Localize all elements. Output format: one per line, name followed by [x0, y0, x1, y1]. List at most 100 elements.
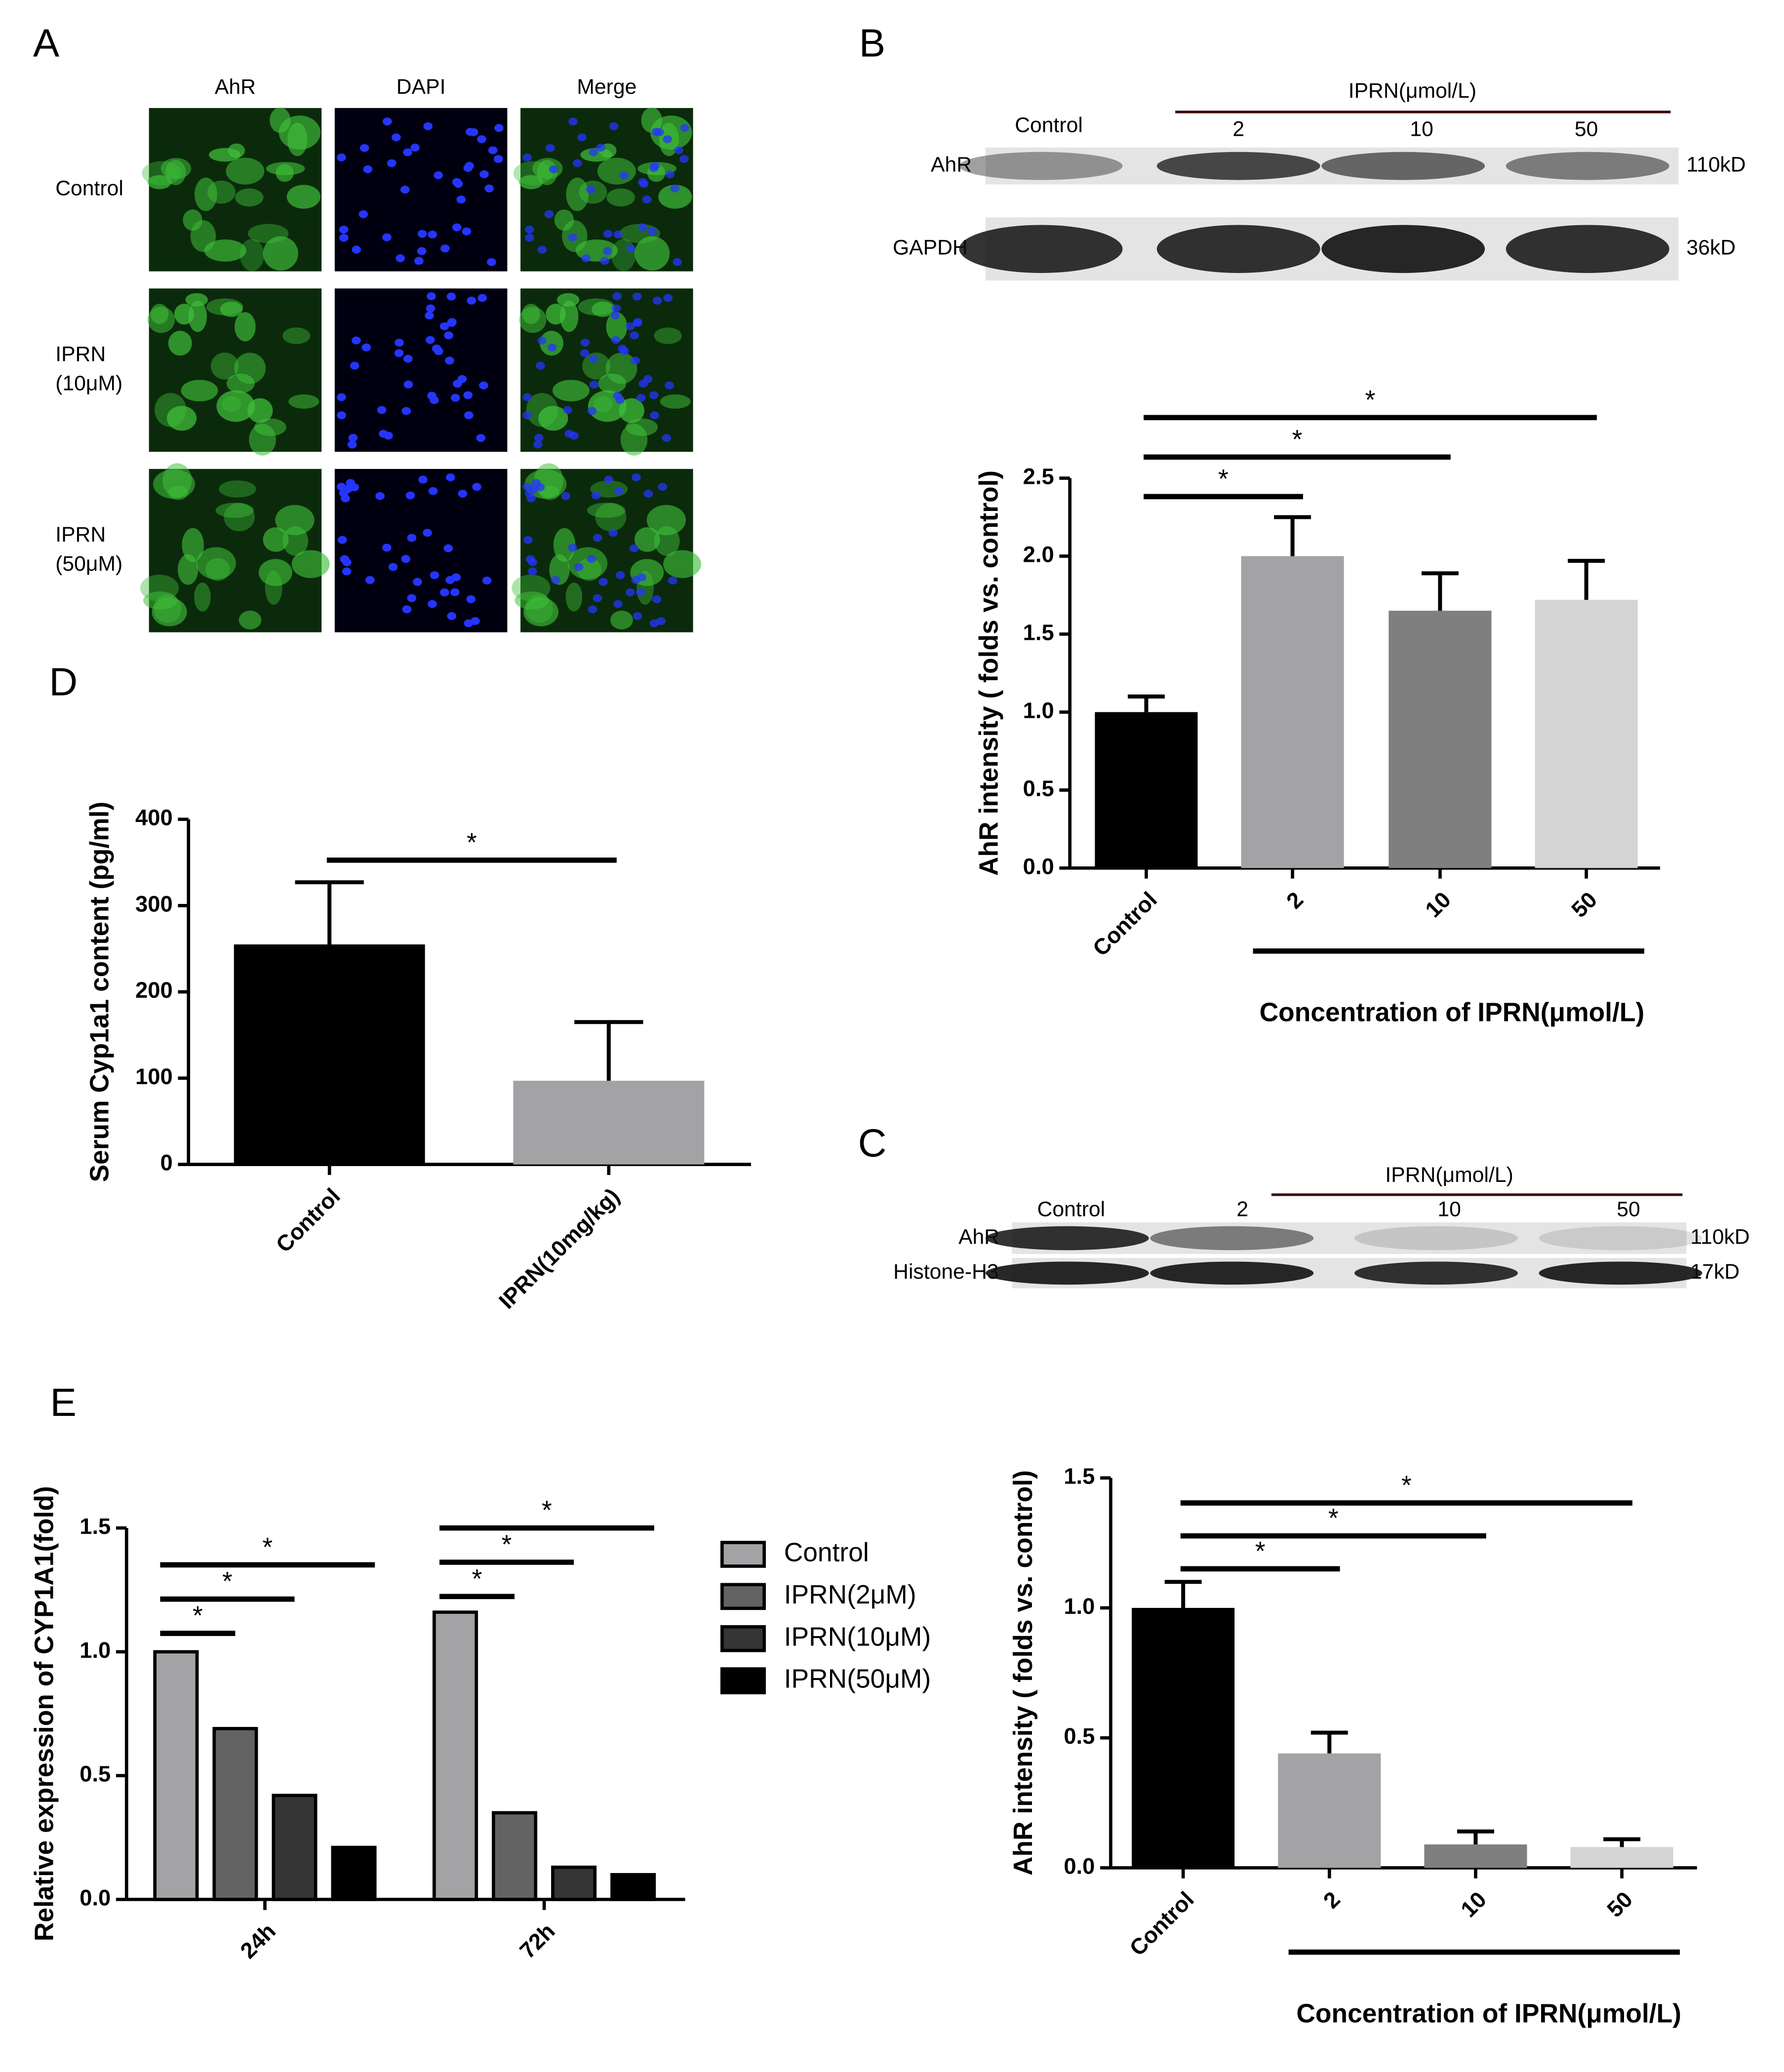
nucleus — [403, 380, 413, 389]
blot-group-label: IPRN(μmol/L) — [1385, 1163, 1513, 1187]
green-cell — [606, 188, 635, 207]
significance-label: * — [1255, 1537, 1266, 1566]
nucleus — [476, 434, 486, 442]
green-cell — [605, 352, 637, 384]
blot-band — [985, 1226, 1149, 1251]
nucleus — [427, 292, 436, 300]
nucleus — [418, 475, 428, 484]
bar — [1388, 611, 1492, 868]
nucleus — [531, 479, 541, 487]
y-tick-label: 0.5 — [79, 1761, 111, 1787]
micrograph — [334, 288, 508, 452]
y-tick-label: 1.5 — [1023, 620, 1054, 645]
nucleus — [443, 544, 453, 552]
nucleus — [549, 165, 558, 173]
x-axis-title: Concentration of IPRN(μmol/L) — [1296, 1999, 1681, 2028]
nucleus — [340, 555, 350, 563]
nucleus — [342, 567, 352, 576]
lane-label: 50 — [1575, 117, 1598, 141]
bar — [1535, 599, 1638, 868]
row-label: IPRN — [55, 343, 106, 366]
green-cell — [188, 301, 207, 332]
blot-group-label: IPRN(μmol/L) — [1348, 79, 1476, 103]
green-cell — [263, 236, 298, 271]
bar — [513, 1081, 705, 1165]
nucleus — [613, 391, 622, 400]
nucleus — [593, 534, 602, 542]
green-cell — [226, 157, 265, 185]
y-tick-label: 1.0 — [79, 1638, 111, 1663]
significance-label: * — [222, 1567, 233, 1596]
green-cell — [153, 469, 196, 499]
bar — [212, 1727, 258, 1901]
nucleus — [587, 555, 596, 563]
nucleus — [339, 234, 349, 242]
nucleus — [348, 433, 358, 442]
nucleus — [462, 227, 472, 235]
nucleus — [670, 184, 680, 193]
legend-label: IPRN(50μM) — [784, 1665, 931, 1694]
nucleus — [358, 210, 368, 218]
green-cell — [181, 380, 218, 402]
green-cell — [228, 143, 245, 158]
nucleus — [525, 234, 534, 242]
green-cell — [194, 177, 217, 211]
nucleus — [600, 257, 609, 265]
nucleus — [452, 223, 462, 232]
nucleus — [591, 491, 601, 500]
y-axis-title: AhR intensity ( folds vs. control) — [1009, 1470, 1038, 1876]
nucleus — [663, 135, 673, 144]
green-cell — [143, 591, 177, 610]
nucleus — [587, 407, 597, 415]
nucleus — [339, 225, 349, 234]
legend-label: IPRN(10μM) — [784, 1622, 931, 1651]
nucleus — [638, 380, 648, 388]
blot-band — [959, 225, 1123, 273]
band-size: 110kD — [1690, 1225, 1749, 1249]
error-bar — [1127, 694, 1165, 712]
green-cell — [194, 583, 211, 612]
legend-swatch — [720, 1667, 766, 1694]
nucleus — [494, 124, 504, 132]
error-bar — [1164, 1580, 1202, 1608]
green-cell — [235, 188, 264, 207]
nucleus — [522, 153, 532, 161]
nucleus — [337, 393, 346, 401]
nucleus — [388, 563, 398, 571]
error-bar — [1274, 515, 1311, 556]
green-cell — [282, 526, 309, 556]
y-tick-label: 2.5 — [1023, 464, 1054, 489]
y-tick-label: 0.0 — [79, 1885, 111, 1910]
green-cell — [587, 503, 626, 518]
micrograph — [512, 463, 702, 632]
legend-swatch — [720, 1625, 766, 1652]
bar — [1095, 712, 1198, 868]
nucleus — [523, 536, 533, 544]
nucleus — [665, 381, 674, 390]
nucleus — [363, 165, 373, 173]
panel-label: D — [49, 660, 78, 704]
nucleus — [403, 354, 413, 363]
nucleus — [428, 230, 437, 238]
green-cell — [606, 312, 628, 342]
nucleus — [638, 223, 647, 232]
blot-band — [985, 1261, 1149, 1285]
green-cell — [239, 238, 264, 272]
y-tick-label: 400 — [135, 805, 173, 830]
y-axis-title: Relative expression of CYP1A1(fold) — [30, 1486, 59, 1941]
micrograph-field — [334, 108, 508, 272]
nucleus — [484, 184, 494, 193]
green-cell — [238, 610, 262, 629]
micrograph — [147, 288, 322, 456]
nucleus — [568, 117, 578, 126]
green-cell — [546, 304, 566, 325]
nucleus — [561, 492, 571, 500]
nucleus — [482, 576, 492, 585]
blot-band — [1156, 225, 1320, 273]
nucleus — [464, 411, 474, 420]
green-cell — [220, 301, 243, 317]
nucleus — [493, 155, 503, 163]
lane-label: 50 — [1617, 1197, 1640, 1221]
nucleus — [445, 473, 455, 481]
green-cell — [216, 390, 255, 422]
